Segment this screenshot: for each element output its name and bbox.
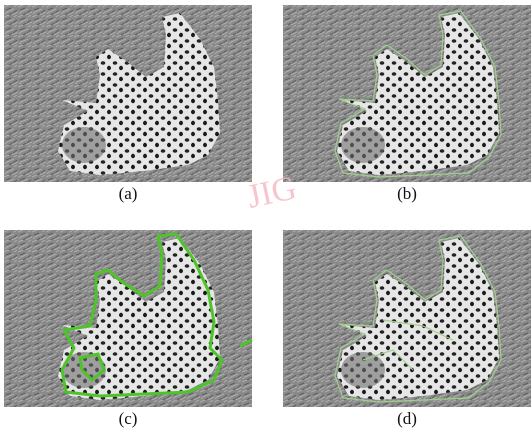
figure: JIG (a) (b) (c) (d) (0, 0, 532, 431)
image (283, 5, 531, 182)
panel-d (283, 230, 531, 407)
watermark: JIG (244, 169, 300, 215)
caption: (a) (119, 184, 138, 203)
caption: (b) (397, 184, 417, 203)
panel-a (4, 5, 252, 182)
panel-b (283, 5, 531, 182)
caption: (c) (119, 409, 138, 428)
image (283, 230, 531, 407)
panel-c (4, 230, 252, 407)
caption: (d) (397, 409, 417, 428)
page: JIG (a) (b) (c) (d) (() => { const data … (0, 0, 532, 431)
image (4, 5, 252, 182)
